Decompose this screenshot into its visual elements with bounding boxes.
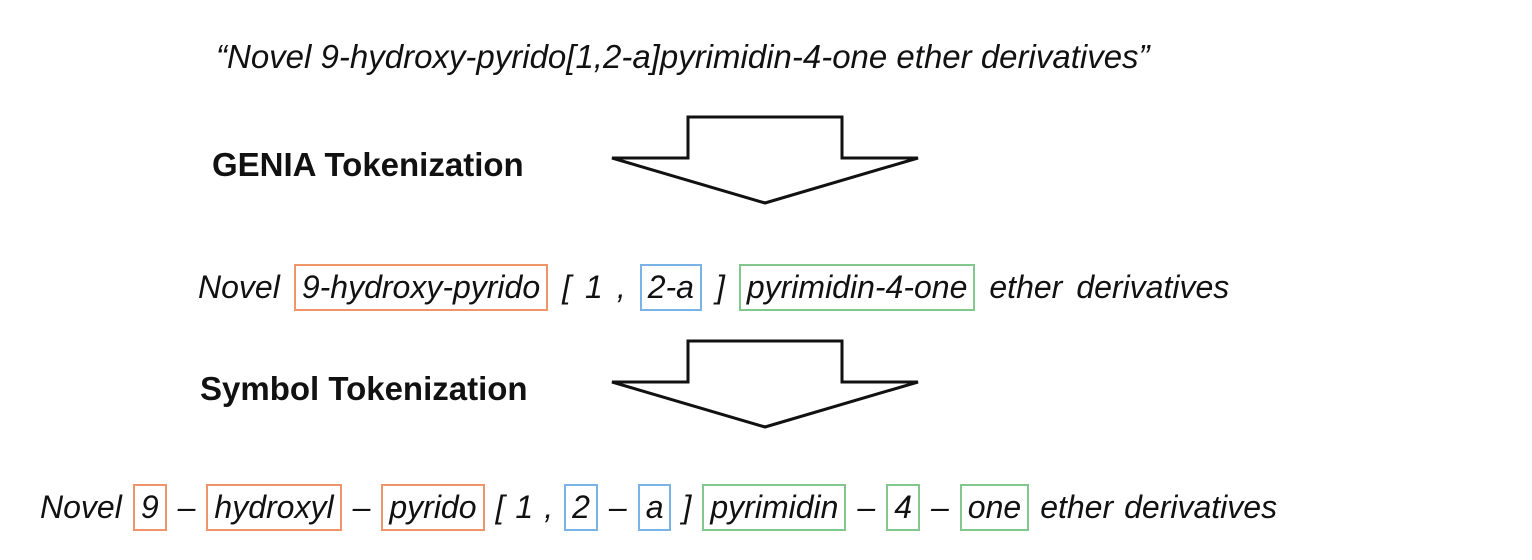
token: ether xyxy=(1040,489,1114,525)
input-phrase: “Novel 9-hydroxy-pyrido[1,2-a]pyrimidin-… xyxy=(216,38,1150,75)
token-box: one xyxy=(959,483,1030,531)
token: derivatives xyxy=(1124,489,1278,525)
down-arrow-icon xyxy=(610,114,920,206)
token: – xyxy=(352,489,371,525)
token-box: pyrido xyxy=(381,483,485,531)
token: , xyxy=(616,269,626,305)
token: – xyxy=(857,489,876,525)
down-arrow-icon xyxy=(610,338,920,430)
token: 1 xyxy=(515,489,534,525)
token: Novel xyxy=(198,269,280,305)
token: derivatives xyxy=(1076,269,1230,305)
token: Novel xyxy=(40,489,122,525)
token: – xyxy=(608,489,627,525)
token-box: 9-hydroxy-pyrido xyxy=(293,263,549,311)
token-box: 2 xyxy=(564,483,598,531)
token-box: a xyxy=(637,483,672,531)
symbol-token-row: Novel 9– hydroxyl – pyrido[1, 2– a] pyrimidin –4… xyxy=(40,478,1288,536)
token: ether xyxy=(989,269,1063,305)
token: ] xyxy=(682,489,692,525)
token-box: 2-a xyxy=(639,263,702,311)
genia-token-row: Novel 9-hydroxy-pyrido [1, 2-a] pyrimidin-4-… xyxy=(198,258,1243,316)
token-box: 4 xyxy=(886,483,920,531)
token: – xyxy=(931,489,949,525)
token: , xyxy=(544,489,554,525)
token: – xyxy=(177,489,196,525)
token-box: hydroxyl xyxy=(206,483,342,531)
token-box: pyrimidin-4-one xyxy=(738,263,976,311)
token-box: 9 xyxy=(132,483,167,531)
token: [ xyxy=(495,489,505,525)
token: 1 xyxy=(585,269,603,305)
token: ] xyxy=(715,269,725,305)
step-label-genia: GENIA Tokenization xyxy=(212,146,524,183)
token: [ xyxy=(562,269,572,305)
token-box: pyrimidin xyxy=(702,483,847,531)
step-label-symbol: Symbol Tokenization xyxy=(200,370,528,407)
